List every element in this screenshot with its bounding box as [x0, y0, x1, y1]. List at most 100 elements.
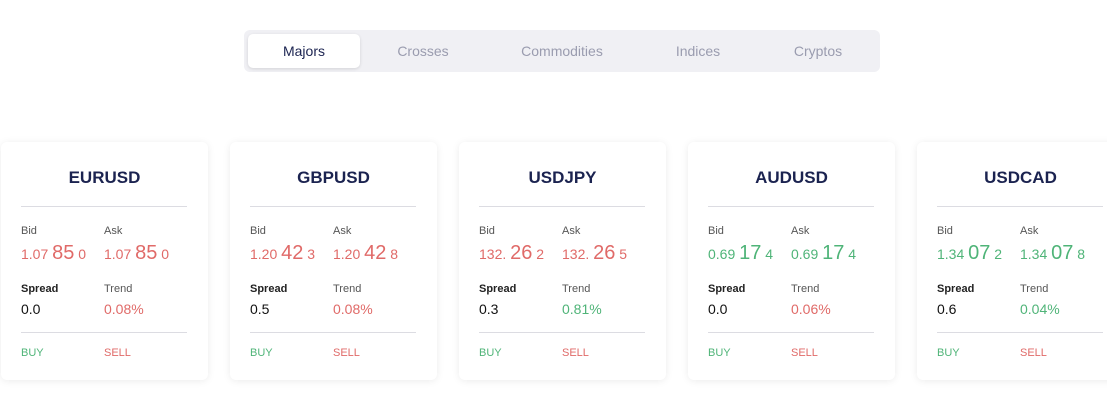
bid-price: 132. 26 2: [479, 242, 544, 265]
price-pips: 07: [1051, 242, 1074, 264]
quote-card: EURUSD Bid Ask 1.07 85 0 1.07 85 0 Spread Tren…: [1, 142, 208, 380]
buy-button[interactable]: BUY: [479, 347, 502, 359]
spread-label: Spread: [250, 283, 288, 295]
buy-button[interactable]: BUY: [250, 347, 273, 359]
tab[interactable]: Majors: [248, 34, 360, 68]
symbol: USDCAD: [984, 168, 1057, 187]
price-prefix: 132.: [479, 246, 507, 262]
price-tail: 5: [619, 246, 628, 262]
price-prefix: 0.69: [791, 246, 819, 262]
tab[interactable]: Indices: [675, 43, 721, 59]
quote-card: USDCAD Bid Ask 1.34 07 2 1.34 07 8 Spread Tren…: [917, 142, 1107, 380]
price-tail: 0: [78, 246, 87, 262]
price-tail: 2: [536, 246, 545, 262]
trend-label: Trend: [104, 283, 133, 295]
divider: [479, 206, 645, 207]
bid-label: Bid: [21, 225, 37, 237]
symbol: EURUSD: [68, 168, 141, 187]
trend-value: 0.06%: [791, 301, 831, 317]
tab[interactable]: Cryptos: [793, 43, 843, 59]
price-tail: 4: [765, 246, 774, 262]
trend-label: Trend: [791, 283, 820, 295]
price-tail: 8: [390, 246, 399, 262]
spread-label: Spread: [21, 283, 59, 295]
divider: [479, 332, 645, 333]
quote-card: AUDUSD Bid Ask 0.69 17 4 0.69 17 4 Spread Tren…: [688, 142, 895, 380]
price-prefix: 1.07: [21, 246, 49, 262]
buy-button[interactable]: BUY: [21, 347, 44, 359]
spread-value: 0.6: [937, 301, 957, 317]
sell-button[interactable]: SELL: [791, 347, 818, 359]
price-pips: 17: [739, 242, 762, 264]
sell-button[interactable]: SELL: [1020, 347, 1047, 359]
ask-label: Ask: [333, 225, 352, 237]
sell-button[interactable]: SELL: [104, 347, 131, 359]
spread-label: Spread: [708, 283, 746, 295]
price-tail: 2: [994, 246, 1003, 262]
spread-value: 0.0: [708, 301, 728, 317]
buy-button[interactable]: BUY: [708, 347, 731, 359]
price-prefix: 0.69: [708, 246, 736, 262]
tab-bar: Majors Crosses Commodities Indices Cryptos: [244, 30, 880, 72]
spread-value: 0.0: [21, 301, 41, 317]
divider: [937, 332, 1103, 333]
price-pips: 07: [968, 242, 991, 264]
spread-label: Spread: [937, 283, 975, 295]
bid-price: 1.07 85 0: [21, 242, 86, 265]
ask-label: Ask: [1020, 225, 1039, 237]
tab[interactable]: Crosses: [397, 43, 449, 59]
price-tail: 8: [1077, 246, 1086, 262]
price-pips: 26: [510, 242, 533, 264]
bid-label: Bid: [479, 225, 495, 237]
ask-label: Ask: [104, 225, 123, 237]
trend-value: 0.08%: [104, 301, 144, 317]
ask-price: 0.69 17 4: [791, 242, 856, 265]
ask-price: 1.20 42 8: [333, 242, 398, 265]
ask-price: 1.07 85 0: [104, 242, 169, 265]
price-tail: 0: [161, 246, 170, 262]
trend-value: 0.81%: [562, 301, 602, 317]
ask-label: Ask: [791, 225, 810, 237]
quote-card: USDJPY Bid Ask 132. 26 2 132. 26 5 Spread Tren…: [459, 142, 666, 380]
price-tail: 3: [307, 246, 316, 262]
price-prefix: 132.: [562, 246, 590, 262]
sell-button[interactable]: SELL: [333, 347, 360, 359]
bid-label: Bid: [937, 225, 953, 237]
price-prefix: 1.20: [250, 246, 278, 262]
spread-value: 0.5: [250, 301, 270, 317]
ask-label: Ask: [562, 225, 581, 237]
trend-label: Trend: [1020, 283, 1049, 295]
price-prefix: 1.34: [937, 246, 965, 262]
divider: [937, 206, 1103, 207]
price-prefix: 1.34: [1020, 246, 1048, 262]
price-pips: 26: [593, 242, 616, 264]
price-tail: 4: [848, 246, 857, 262]
bid-label: Bid: [708, 225, 724, 237]
price-pips: 42: [281, 242, 304, 264]
price-prefix: 1.20: [333, 246, 361, 262]
symbol: USDJPY: [528, 168, 597, 187]
divider: [250, 332, 416, 333]
symbol: AUDUSD: [755, 168, 828, 187]
tab[interactable]: Commodities: [521, 43, 603, 59]
ask-price: 132. 26 5: [562, 242, 627, 265]
sell-button[interactable]: SELL: [562, 347, 589, 359]
price-pips: 85: [52, 242, 75, 264]
trend-label: Trend: [562, 283, 591, 295]
price-prefix: 1.07: [104, 246, 132, 262]
ask-price: 1.34 07 8: [1020, 242, 1085, 265]
bid-label: Bid: [250, 225, 266, 237]
divider: [708, 206, 874, 207]
bid-price: 0.69 17 4: [708, 242, 773, 265]
buy-button[interactable]: BUY: [937, 347, 960, 359]
price-pips: 42: [364, 242, 387, 264]
divider: [21, 332, 187, 333]
divider: [21, 206, 187, 207]
trend-value: 0.04%: [1020, 301, 1060, 317]
spread-label: Spread: [479, 283, 517, 295]
bid-price: 1.34 07 2: [937, 242, 1002, 265]
price-pips: 85: [135, 242, 158, 264]
bid-price: 1.20 42 3: [250, 242, 315, 265]
trend-label: Trend: [333, 283, 362, 295]
